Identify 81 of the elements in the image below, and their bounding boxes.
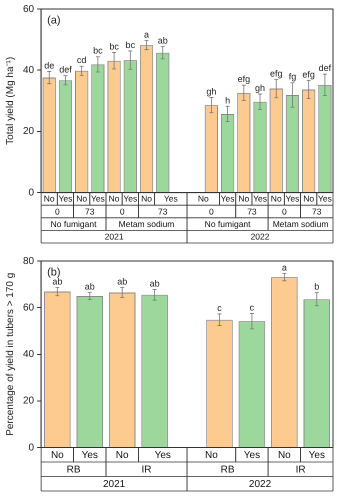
x-tick-label: No [303, 194, 314, 204]
y-axis-title: Percentage of yield in tubers > 170 g [4, 272, 16, 436]
data-label: efg [302, 69, 315, 80]
text: Metam sodium [118, 218, 174, 229]
data-label: c [217, 302, 222, 313]
text: RB [220, 464, 235, 476]
data-label: bc [93, 46, 104, 56]
data-label: b [314, 282, 320, 292]
text: 0 [120, 206, 125, 216]
x-tick-label: Yes [253, 194, 267, 204]
data-label: ab [84, 281, 95, 292]
text: 2021 [102, 479, 126, 490]
text: No fumigant [204, 218, 252, 229]
data-label: h [225, 95, 230, 106]
x-tick-label: No [238, 194, 250, 204]
data-label: de [44, 60, 54, 70]
text: 2022 [248, 479, 272, 490]
text: 2021 [104, 232, 124, 242]
text: No fumigant [50, 218, 98, 229]
x-tick-label: Yes [308, 450, 325, 461]
text: 0 [209, 206, 214, 216]
x-tick-label: No [270, 194, 282, 204]
x-tick-label: No [50, 450, 64, 461]
x-tick-label: Yes [244, 450, 260, 461]
data-label: ab [117, 276, 128, 286]
text: 73 [85, 206, 95, 216]
x-tick-label: Yes [154, 450, 171, 461]
x-tick-label: Yes [164, 194, 178, 204]
data-label: bc [109, 41, 120, 52]
data-label: a [144, 30, 150, 40]
x-tick-label: No [198, 194, 209, 204]
x-tick-label: No [204, 450, 218, 461]
data-label: bc [126, 40, 136, 50]
text: IR [142, 464, 152, 476]
text: 0 [54, 206, 60, 216]
x-tick-label: Yes [318, 194, 332, 204]
y-axis-title: Total yield (Mg ha⁻¹) [4, 56, 16, 145]
x-tick-label: Yes [58, 194, 72, 204]
x-tick-label: No [108, 194, 120, 204]
text: 73 [247, 206, 257, 216]
data-label: ab [52, 276, 62, 286]
x-tick-label: Yes [286, 194, 300, 204]
data-label: efg [238, 74, 250, 84]
y-tick-label: 40 [23, 64, 35, 76]
data-label: gh [206, 86, 216, 96]
x-tick-label: No [116, 450, 130, 461]
x-tick-label: No [278, 450, 292, 461]
x-tick-label: No [44, 194, 55, 204]
text: 73 [312, 206, 322, 216]
x-tick-label: Yes [220, 194, 235, 204]
y-tick-label: 80 [23, 256, 35, 267]
y-tick-label: 60 [23, 4, 35, 15]
text: 2022 [250, 232, 270, 242]
y-tick-label: 0 [28, 187, 35, 198]
x-tick-label: Yes [90, 194, 105, 204]
text: 0 [282, 206, 287, 216]
text: Metam sodium [272, 218, 328, 229]
y-tick-label: 20 [23, 396, 35, 407]
y-tick-label: 60 [23, 302, 35, 314]
x-tick-label: No [76, 194, 88, 204]
data-label: ab [158, 36, 168, 46]
data-label: fg [288, 72, 296, 82]
x-tick-label: No [141, 194, 152, 204]
text: (b) [47, 266, 61, 279]
x-tick-label: Yes [82, 450, 98, 461]
y-tick-label: 20 [23, 126, 35, 138]
data-label: def [318, 63, 332, 74]
y-tick-label: 0 [28, 442, 35, 454]
x-tick-label: Yes [123, 194, 138, 204]
text: RB [66, 464, 81, 476]
text: 73 [158, 206, 168, 216]
data-label: c [250, 302, 255, 312]
data-label: gh [255, 83, 266, 94]
data-label: def [59, 64, 72, 75]
data-label: cd [76, 55, 86, 66]
data-label: efg [270, 68, 283, 78]
text: IR [296, 464, 306, 476]
data-label: ab [150, 278, 160, 288]
data-label: a [282, 262, 287, 272]
y-tick-label: 40 [23, 349, 35, 360]
text: (a) [47, 14, 61, 27]
